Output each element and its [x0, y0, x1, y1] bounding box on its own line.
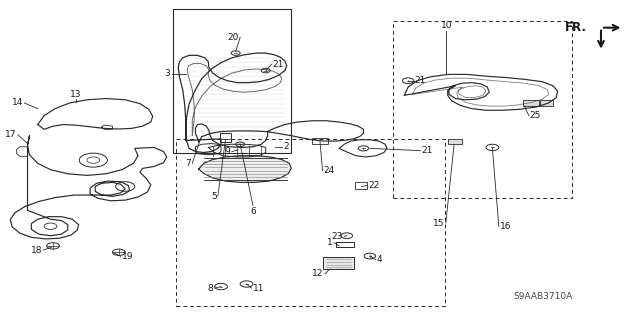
Text: 25: 25 — [529, 111, 541, 120]
Text: FR.: FR. — [565, 21, 587, 34]
Text: 16: 16 — [500, 222, 511, 231]
Text: S9AAB3710A: S9AAB3710A — [513, 292, 572, 301]
Bar — [312, 138, 328, 144]
Bar — [323, 257, 354, 269]
Text: 2: 2 — [283, 142, 289, 151]
Text: 18: 18 — [31, 246, 42, 255]
Bar — [448, 138, 462, 144]
Text: 15: 15 — [433, 219, 445, 227]
Text: 20: 20 — [227, 33, 238, 42]
Bar — [176, 139, 445, 306]
Text: 9: 9 — [225, 147, 230, 156]
Text: 14: 14 — [12, 99, 23, 108]
Text: 12: 12 — [312, 269, 323, 278]
Bar — [394, 21, 572, 197]
Text: 21: 21 — [272, 60, 284, 69]
Text: 10: 10 — [441, 21, 452, 30]
Text: 21: 21 — [415, 76, 426, 85]
Text: 11: 11 — [253, 284, 264, 293]
Bar — [220, 133, 231, 142]
Text: 22: 22 — [368, 181, 379, 190]
Bar — [355, 182, 367, 189]
Text: 24: 24 — [323, 166, 335, 175]
Text: 4: 4 — [376, 255, 382, 264]
Polygon shape — [198, 156, 291, 182]
Text: 8: 8 — [207, 284, 213, 293]
Text: 23: 23 — [331, 232, 342, 241]
Text: 5: 5 — [211, 191, 216, 201]
Text: 19: 19 — [122, 252, 134, 261]
Text: 1: 1 — [327, 238, 333, 247]
Text: 6: 6 — [250, 207, 256, 216]
Text: 17: 17 — [5, 130, 17, 139]
Text: 3: 3 — [164, 69, 170, 78]
Bar — [540, 100, 553, 106]
Bar — [336, 242, 354, 247]
Text: 21: 21 — [421, 146, 432, 155]
Text: 7: 7 — [185, 159, 191, 168]
Bar — [173, 9, 291, 153]
Text: 13: 13 — [70, 90, 82, 99]
Bar — [523, 100, 539, 106]
